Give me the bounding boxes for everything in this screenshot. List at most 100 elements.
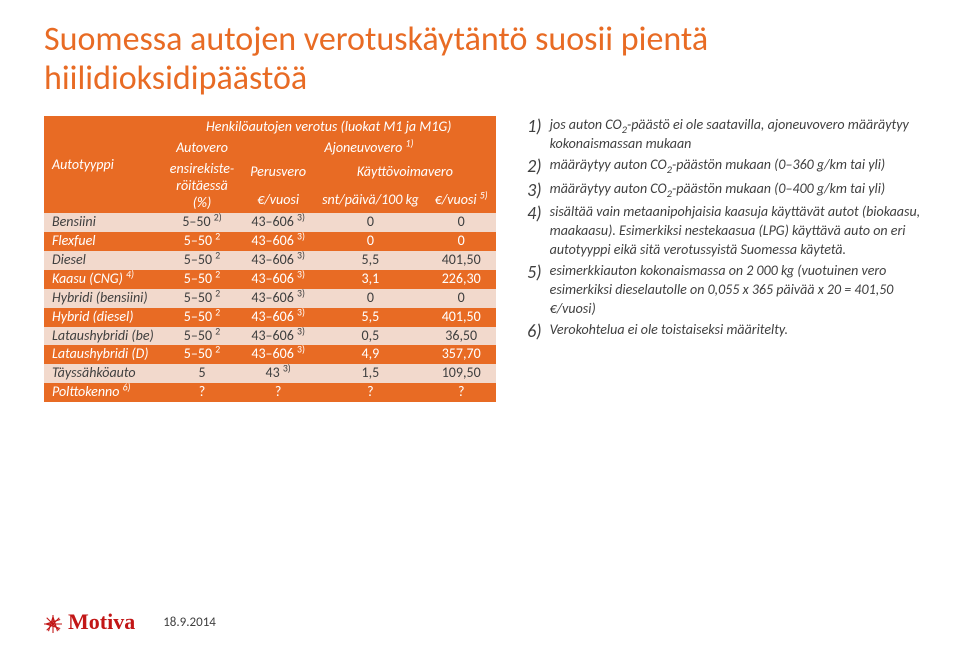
table-cell: Täyssähköauto — [44, 364, 162, 383]
table-cell: 36,50 — [427, 327, 496, 346]
table-header: snt/päivä/100 kg — [314, 186, 427, 214]
table-cell: Lataushybridi (be) — [44, 327, 162, 346]
table-cell: Diesel — [44, 251, 162, 270]
footnote-number: 5) — [518, 262, 542, 319]
table-header: Käyttövoimavero — [314, 158, 496, 186]
table-cell: 3,1 — [314, 270, 427, 289]
table-row: Täyssähköauto543 3)1,5109,50 — [44, 364, 496, 383]
table-cell: 0 — [314, 232, 427, 251]
content-row: AutotyyppiHenkilöautojen verotus (luokat… — [44, 116, 928, 402]
table-cell: Hybridi (bensiini) — [44, 289, 162, 308]
table-header: Henkilöautojen verotus (luokat M1 ja M1G… — [162, 116, 496, 137]
table-cell: 43–606 3) — [242, 345, 314, 364]
table-header: €/vuosi — [242, 186, 314, 214]
motiva-logo: Motiva — [44, 609, 135, 635]
table-row: Hybridi (bensiini)5–50 243–606 3)00 — [44, 289, 496, 308]
footnote-item: 2) määräytyy auton CO2-päästön mukaan (0–… — [518, 156, 928, 178]
table-row: Polttokenno 6)???? — [44, 383, 496, 402]
table-cell: 1,5 — [314, 364, 427, 383]
footnote-number: 4) — [518, 203, 542, 260]
table-cell: 43–606 3) — [242, 327, 314, 346]
table-cell: 5–50 2 — [162, 270, 242, 289]
slide: Suomessa autojen verotuskäytäntö suosii … — [0, 0, 960, 651]
table-cell: 5–50 2 — [162, 345, 242, 364]
table-row: Flexfuel5–50 243–606 3)00 — [44, 232, 496, 251]
table-cell: 5–50 2 — [162, 308, 242, 327]
page-title: Suomessa autojen verotuskäytäntö suosii … — [44, 20, 928, 98]
table-header: Perusvero — [242, 158, 314, 186]
footnote-text: määräytyy auton CO2-päästön mukaan (0–40… — [550, 180, 928, 202]
footnote-item: 4)sisältää vain metaanipohjaisia kaasuja… — [518, 203, 928, 260]
table-cell: 0 — [427, 289, 496, 308]
table-cell: Lataushybridi (D) — [44, 345, 162, 364]
footer: Motiva 18.9.2014 — [44, 609, 216, 635]
table-cell: 109,50 — [427, 364, 496, 383]
table-cell: 0 — [314, 213, 427, 232]
table-row: Lataushybridi (be)5–50 243–606 3)0,536,5… — [44, 327, 496, 346]
table-cell: ? — [427, 383, 496, 402]
table-row: Hybrid (diesel)5–50 243–606 3)5,5401,50 — [44, 308, 496, 327]
table-cell: 5–50 2) — [162, 213, 242, 232]
table-header: ensirekiste-röitäessä(%) — [162, 158, 242, 213]
table-cell: 43–606 3) — [242, 232, 314, 251]
table-cell: 43–606 3) — [242, 213, 314, 232]
footnote-text: määräytyy auton CO2-päästön mukaan (0–36… — [550, 156, 928, 178]
title-line1: Suomessa autojen verotuskäytäntö suosii … — [44, 19, 708, 60]
table-cell: 5–50 2 — [162, 251, 242, 270]
table-cell: 0 — [427, 213, 496, 232]
tax-table: AutotyyppiHenkilöautojen verotus (luokat… — [44, 116, 496, 402]
table-cell: 43–606 3) — [242, 289, 314, 308]
table-cell: 226,30 — [427, 270, 496, 289]
table-cell: 5 — [162, 364, 242, 383]
table-cell: 5–50 2 — [162, 327, 242, 346]
table-row: Kaasu (CNG) 4)5–50 243–606 3)3,1226,30 — [44, 270, 496, 289]
table-cell: Kaasu (CNG) 4) — [44, 270, 162, 289]
logo-text: Motiva — [68, 609, 135, 635]
table-cell: ? — [314, 383, 427, 402]
footnote-text: esimerkkiauton kokonaismassa on 2 000 kg… — [550, 262, 928, 319]
table-cell: 401,50 — [427, 308, 496, 327]
footnote-number: 3) — [518, 180, 542, 202]
table-cell: 43 3) — [242, 364, 314, 383]
footnote-text: sisältää vain metaanipohjaisia kaasuja k… — [550, 203, 928, 260]
table-header: €/vuosi 5) — [427, 186, 496, 214]
footnote-number: 1) — [518, 116, 542, 154]
table-cell: 5,5 — [314, 308, 427, 327]
footnote-item: 6) Verokohtelua ei ole toistaiseksi määri… — [518, 321, 928, 343]
table-cell: ? — [162, 383, 242, 402]
table-row: Bensiini5–50 2)43–606 3)00 — [44, 213, 496, 232]
footnote-number: 2) — [518, 156, 542, 178]
table-row: Lataushybridi (D)5–50 243–606 3)4,9357,7… — [44, 345, 496, 364]
table-row: Diesel5–50 243–606 3)5,5401,50 — [44, 251, 496, 270]
table-cell: ? — [242, 383, 314, 402]
footnote-item: 3) määräytyy auton CO2-päästön mukaan (0–… — [518, 180, 928, 202]
table-cell: Polttokenno 6) — [44, 383, 162, 402]
footnote-text: jos auton CO2-päästö ei ole saatavilla, … — [550, 116, 928, 154]
table-cell: 0,5 — [314, 327, 427, 346]
footnote-item: 5)esimerkkiauton kokonaismassa on 2 000 … — [518, 262, 928, 319]
footnote-text: Verokohtelua ei ole toistaiseksi määrite… — [550, 321, 928, 343]
footnote-number: 6) — [518, 321, 542, 343]
table-header: Autovero — [162, 137, 242, 158]
table-cell: Bensiini — [44, 213, 162, 232]
table-cell: Hybrid (diesel) — [44, 308, 162, 327]
table-cell: 5–50 2 — [162, 232, 242, 251]
logo-burst-icon — [44, 613, 62, 631]
table-header: Ajoneuvovero 1) — [242, 137, 495, 158]
table-cell: Flexfuel — [44, 232, 162, 251]
table-cell: 5–50 2 — [162, 289, 242, 308]
footer-date: 18.9.2014 — [163, 615, 216, 630]
table-cell: 4,9 — [314, 345, 427, 364]
title-line2: hiilidioksidipäästöä — [44, 58, 307, 99]
table-cell: 43–606 3) — [242, 308, 314, 327]
table-cell: 43–606 3) — [242, 270, 314, 289]
table-cell: 5,5 — [314, 251, 427, 270]
table-cell: 401,50 — [427, 251, 496, 270]
table-cell: 0 — [314, 289, 427, 308]
footnote-item: 1)jos auton CO2-päästö ei ole saatavilla… — [518, 116, 928, 154]
footnotes: 1)jos auton CO2-päästö ei ole saatavilla… — [518, 116, 928, 344]
table-header: Autotyyppi — [44, 116, 162, 213]
table-cell: 43–606 3) — [242, 251, 314, 270]
table-cell: 0 — [427, 232, 496, 251]
table-cell: 357,70 — [427, 345, 496, 364]
